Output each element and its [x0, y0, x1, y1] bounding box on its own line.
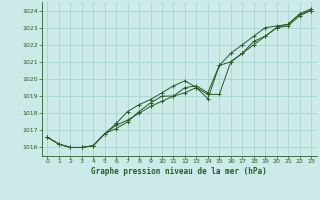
- X-axis label: Graphe pression niveau de la mer (hPa): Graphe pression niveau de la mer (hPa): [91, 167, 267, 176]
